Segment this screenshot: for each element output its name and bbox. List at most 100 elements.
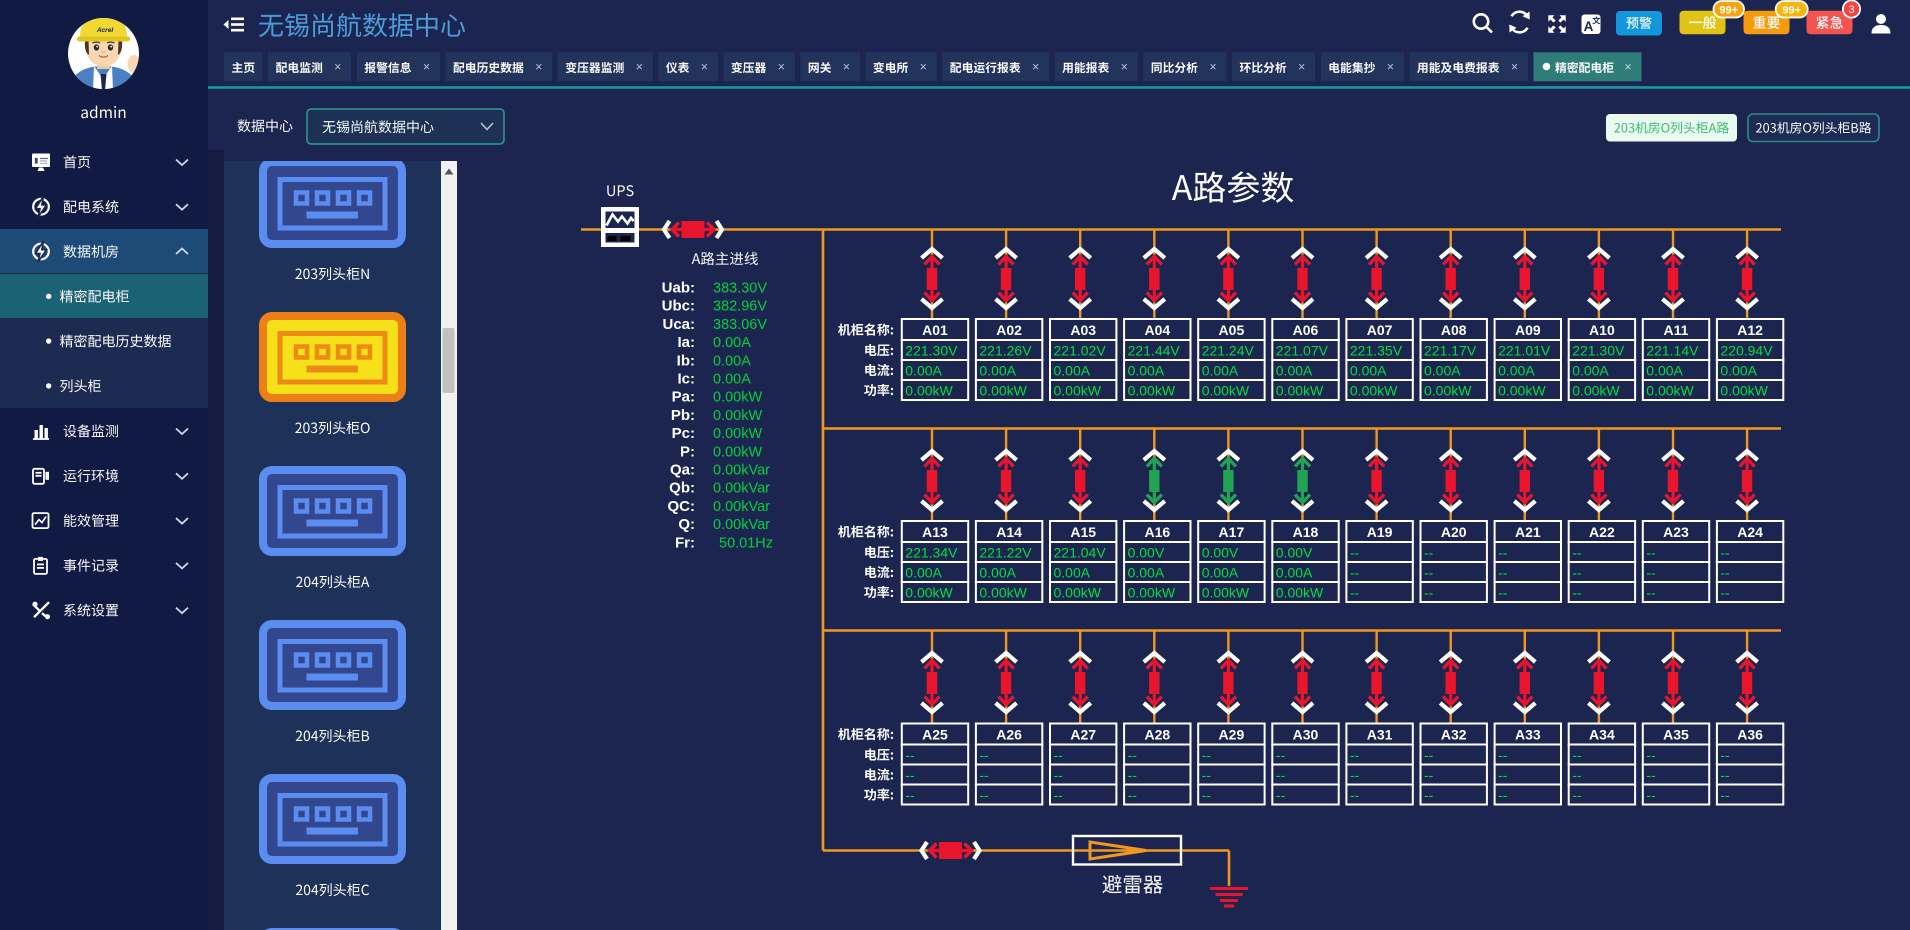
svg-text:A25: A25 xyxy=(922,727,948,743)
svg-text:A02: A02 xyxy=(996,322,1022,338)
svg-text:A20: A20 xyxy=(1441,524,1467,540)
svg-text:0.00kW: 0.00kW xyxy=(1276,383,1324,399)
svg-text:×: × xyxy=(1298,60,1305,74)
svg-text:221.02V: 221.02V xyxy=(1054,343,1107,359)
svg-text:A21: A21 xyxy=(1515,524,1541,540)
svg-text:0.00A: 0.00A xyxy=(1054,565,1091,581)
svg-text:Pa:: Pa: xyxy=(672,389,695,406)
svg-text:A12: A12 xyxy=(1737,322,1763,338)
svg-text:--: -- xyxy=(1720,767,1730,783)
svg-text:0.00kW: 0.00kW xyxy=(1128,585,1176,601)
svg-text:A09: A09 xyxy=(1515,322,1541,338)
svg-text:0.00kVar: 0.00kVar xyxy=(713,517,770,533)
svg-text:Qa:: Qa: xyxy=(670,462,695,479)
svg-text:A07: A07 xyxy=(1367,322,1393,338)
svg-text:0.00A: 0.00A xyxy=(1276,565,1313,581)
svg-text:0.00A: 0.00A xyxy=(713,335,751,351)
svg-text:0.00A: 0.00A xyxy=(905,363,942,379)
svg-text:--: -- xyxy=(1350,565,1360,581)
svg-text:A06: A06 xyxy=(1293,322,1319,338)
svg-text:--: -- xyxy=(1202,767,1212,783)
svg-text:Ib:: Ib: xyxy=(677,352,695,369)
svg-text:--: -- xyxy=(1424,565,1434,581)
svg-text:0.00kW: 0.00kW xyxy=(979,383,1027,399)
svg-text:0.00kW: 0.00kW xyxy=(713,426,762,442)
svg-text:A18: A18 xyxy=(1293,524,1319,540)
svg-text:--: -- xyxy=(1572,787,1582,803)
svg-text:--: -- xyxy=(1350,585,1360,601)
svg-text:×: × xyxy=(1032,60,1039,74)
svg-text:×: × xyxy=(1511,60,1518,74)
svg-text:0.00A: 0.00A xyxy=(1572,363,1609,379)
svg-text:0.00kW: 0.00kW xyxy=(1128,383,1176,399)
svg-text:--: -- xyxy=(1054,767,1064,783)
svg-text:0.00A: 0.00A xyxy=(1054,363,1091,379)
svg-text:0.00kW: 0.00kW xyxy=(713,408,762,424)
svg-text:--: -- xyxy=(1350,747,1360,763)
svg-text:--: -- xyxy=(1572,747,1582,763)
svg-text:--: -- xyxy=(1128,767,1138,783)
svg-text:221.30V: 221.30V xyxy=(905,343,958,359)
svg-text:A14: A14 xyxy=(996,524,1022,540)
svg-text:A03: A03 xyxy=(1070,322,1096,338)
svg-text:50.01Hz: 50.01Hz xyxy=(719,535,773,551)
svg-text:×: × xyxy=(778,60,785,74)
svg-text:--: -- xyxy=(1276,787,1286,803)
svg-text:--: -- xyxy=(1720,585,1730,601)
svg-text:0.00A: 0.00A xyxy=(905,565,942,581)
svg-text:221.17V: 221.17V xyxy=(1424,343,1477,359)
svg-text:--: -- xyxy=(1498,585,1508,601)
svg-text:383.30V: 383.30V xyxy=(713,281,767,297)
svg-text:--: -- xyxy=(1128,747,1138,763)
svg-text:A11: A11 xyxy=(1664,322,1689,338)
svg-text:--: -- xyxy=(905,787,915,803)
svg-text:×: × xyxy=(1624,60,1631,74)
svg-text:--: -- xyxy=(1128,787,1138,803)
svg-text:--: -- xyxy=(905,747,915,763)
svg-text:×: × xyxy=(701,60,708,74)
svg-text:220.94V: 220.94V xyxy=(1720,343,1773,359)
svg-text:221.04V: 221.04V xyxy=(1054,545,1107,561)
svg-text:--: -- xyxy=(1646,747,1656,763)
svg-text:221.07V: 221.07V xyxy=(1276,343,1329,359)
svg-text:221.22V: 221.22V xyxy=(979,545,1032,561)
svg-text:--: -- xyxy=(1646,767,1656,783)
svg-text:--: -- xyxy=(905,767,915,783)
svg-text:0.00kW: 0.00kW xyxy=(713,390,762,406)
svg-text:Pc:: Pc: xyxy=(672,425,695,442)
svg-text:Q:: Q: xyxy=(678,516,695,533)
svg-text:0.00A: 0.00A xyxy=(713,372,751,388)
svg-text:0.00V: 0.00V xyxy=(1276,545,1313,561)
svg-text:--: -- xyxy=(1646,787,1656,803)
svg-text:0.00A: 0.00A xyxy=(1128,363,1165,379)
svg-text:A23: A23 xyxy=(1663,524,1689,540)
svg-text:A13: A13 xyxy=(922,524,948,540)
svg-text:A16: A16 xyxy=(1144,524,1170,540)
svg-text:--: -- xyxy=(1646,565,1656,581)
svg-text:--: -- xyxy=(1720,787,1730,803)
svg-text:A08: A08 xyxy=(1441,322,1467,338)
svg-text:--: -- xyxy=(1646,585,1656,601)
svg-text:×: × xyxy=(535,60,542,74)
svg-text:--: -- xyxy=(1498,747,1508,763)
svg-text:0.00A: 0.00A xyxy=(1424,363,1461,379)
svg-text:--: -- xyxy=(1498,545,1508,561)
svg-text:0.00A: 0.00A xyxy=(1202,565,1239,581)
svg-text:--: -- xyxy=(1350,545,1360,561)
svg-text:221.34V: 221.34V xyxy=(905,545,958,561)
svg-text:×: × xyxy=(636,60,643,74)
svg-text:--: -- xyxy=(1424,787,1434,803)
svg-text:0.00kW: 0.00kW xyxy=(713,444,762,460)
svg-text:A31: A31 xyxy=(1367,727,1393,743)
svg-text:0.00A: 0.00A xyxy=(1128,565,1165,581)
svg-text:0.00A: 0.00A xyxy=(1720,363,1757,379)
svg-text:A: A xyxy=(1584,19,1594,34)
svg-text:Ic:: Ic: xyxy=(677,371,695,388)
svg-text:99+: 99+ xyxy=(1719,5,1738,17)
svg-text:--: -- xyxy=(979,767,989,783)
svg-text:0.00kW: 0.00kW xyxy=(1572,383,1620,399)
svg-text:221.44V: 221.44V xyxy=(1128,343,1181,359)
svg-text:--: -- xyxy=(1498,787,1508,803)
svg-text:--: -- xyxy=(1054,747,1064,763)
svg-text:221.01V: 221.01V xyxy=(1498,343,1551,359)
